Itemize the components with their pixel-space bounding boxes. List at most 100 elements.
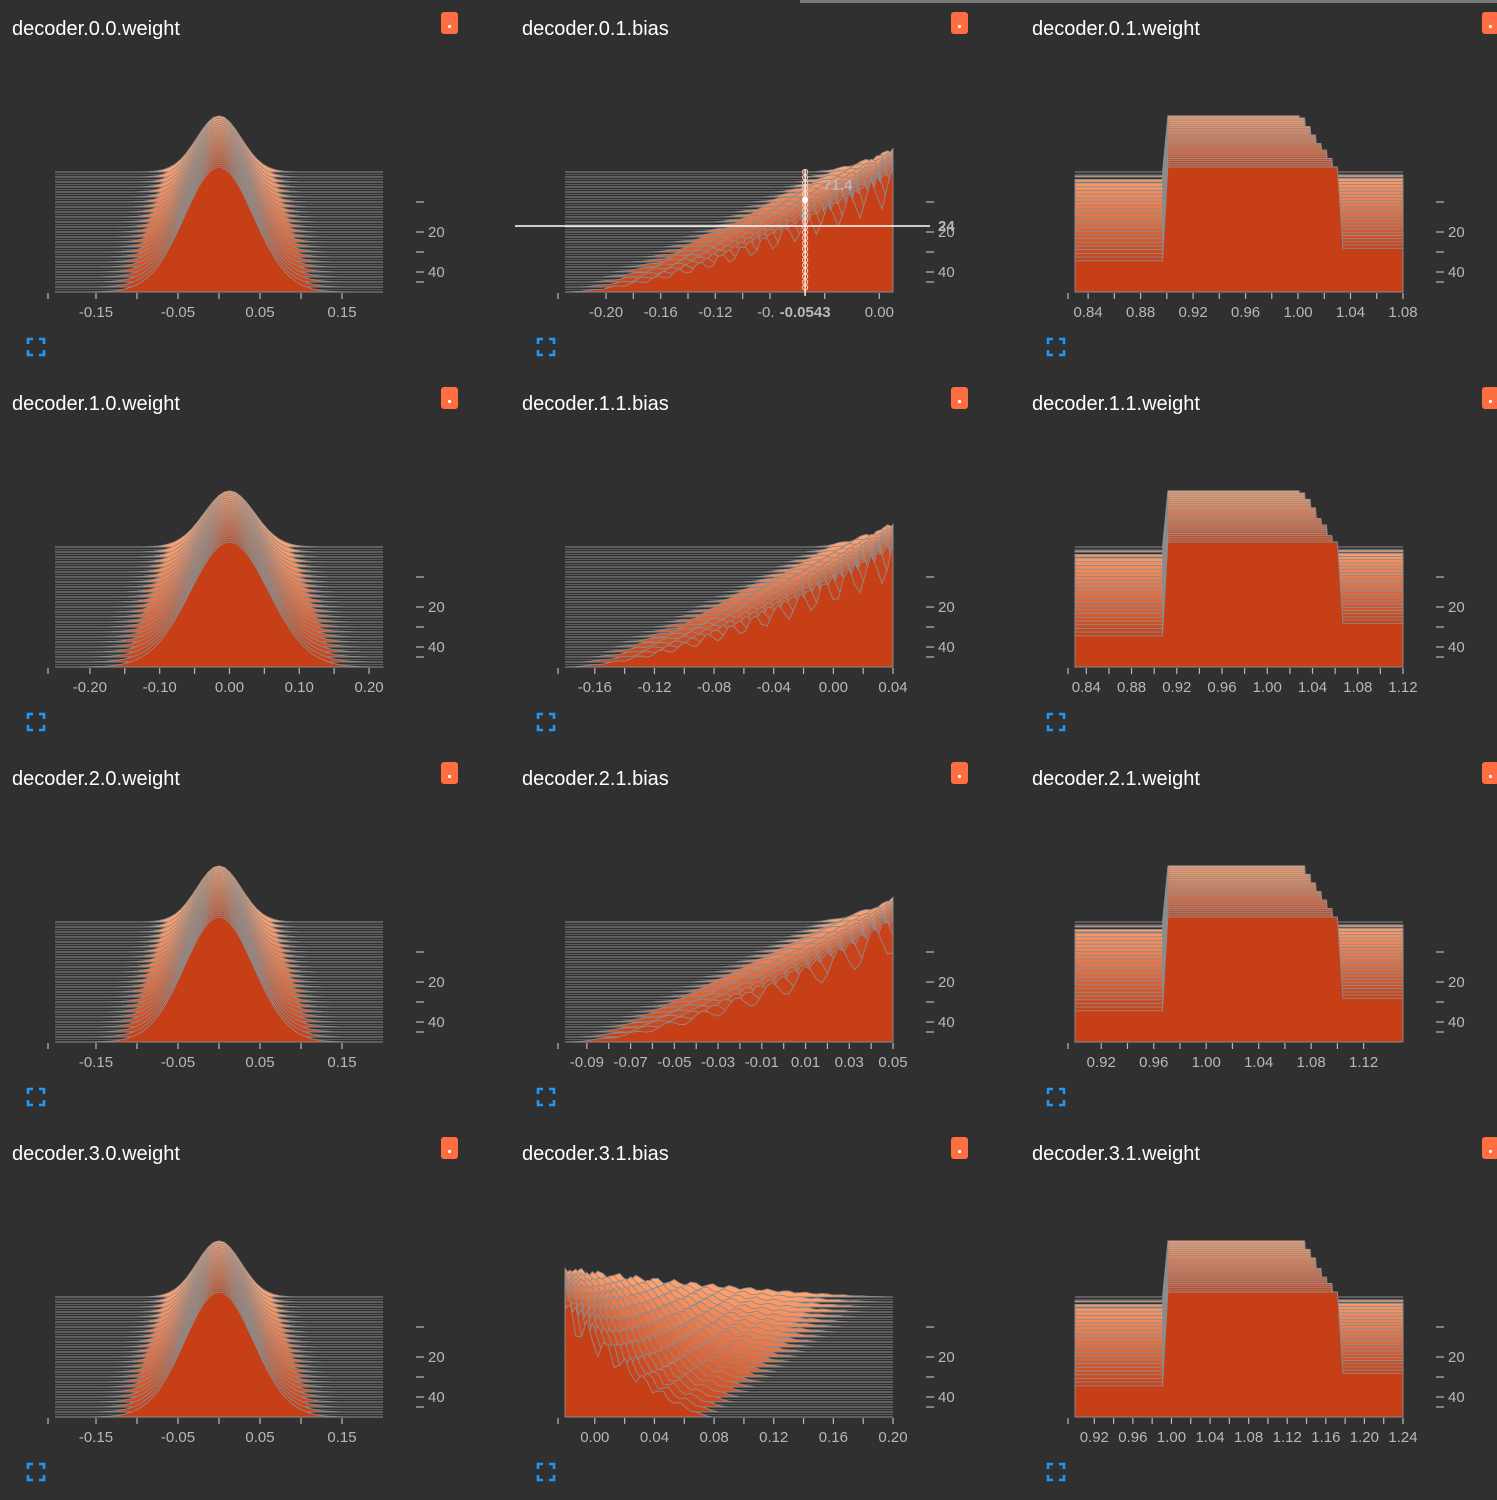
ridge-step	[564, 543, 894, 668]
top-progress-line	[800, 0, 1497, 3]
ridge-step	[1074, 166, 1404, 293]
card-title: decoder.2.1.weight	[1032, 768, 1200, 790]
x-tick-label: 1.08	[1297, 1054, 1326, 1071]
x-tick-label: 1.12	[1273, 1429, 1302, 1446]
histogram-card: decoder.0.1.bias -0.20 -0.16 -0.12 -0.0 0.00 2…	[510, 0, 1020, 375]
fullscreen-icon[interactable]	[1046, 1462, 1066, 1482]
histogram-chart: -0.09 -0.07 -0.05 -0.03 -0.01 0.01 0.03 0.05204…	[557, 896, 955, 1071]
fullscreen-icon[interactable]	[26, 1462, 46, 1482]
x-tick-label: -0.15	[79, 304, 113, 321]
info-badge-icon[interactable]	[441, 762, 458, 784]
step-tick-label: 20	[1448, 599, 1465, 616]
x-axis: 0.84 0.88 0.92 0.96 1.00 1.04 1.08	[1067, 293, 1438, 321]
x-tick-label: 0.10	[285, 679, 314, 696]
x-tick-label: 1.16	[1311, 1429, 1340, 1446]
ridge-step	[565, 896, 894, 923]
info-badge-icon[interactable]	[951, 762, 968, 784]
x-tick-label: -0.05	[657, 1054, 691, 1071]
step-tick-label: 20	[938, 1349, 955, 1366]
tooltip-x: -0.0543	[780, 304, 831, 321]
step-tick-label: 20	[938, 224, 955, 241]
card-title: decoder.3.1.bias	[522, 1143, 669, 1165]
x-tick-label: -0.12	[637, 679, 671, 696]
card-title: decoder.3.1.weight	[1032, 1143, 1200, 1165]
step-tick-label: 40	[1448, 639, 1465, 656]
info-badge-icon[interactable]	[441, 12, 458, 34]
x-tick-label: 0.00	[819, 679, 848, 696]
x-tick-label: 1.12	[1349, 1054, 1378, 1071]
info-badge-icon[interactable]	[951, 387, 968, 409]
x-tick-label: 0.15	[327, 1429, 356, 1446]
step-tick-label: 20	[428, 224, 445, 241]
ridge-step	[55, 166, 383, 293]
x-tick-label: -0.07	[613, 1054, 647, 1071]
info-badge-icon[interactable]	[1482, 12, 1497, 34]
x-tick-label: 0.16	[819, 1429, 848, 1446]
x-tick-label: 0.12	[759, 1429, 788, 1446]
x-tick-label: 0.00	[580, 1429, 609, 1446]
info-badge-icon[interactable]	[1482, 1137, 1497, 1159]
step-tick-label: 20	[428, 599, 445, 616]
info-badge-icon[interactable]	[441, 387, 458, 409]
x-tick-label: 0.15	[327, 304, 356, 321]
histogram-card: decoder.3.1.bias 0.00 0.04 0.08 0.12 0.16 0.20…	[510, 1125, 1020, 1500]
ridge-step	[565, 524, 894, 548]
x-tick-label: 0.20	[878, 1429, 907, 1446]
ridge-series	[564, 147, 894, 293]
tooltip-step: 24	[938, 218, 955, 235]
x-tick-label: 0.05	[878, 1054, 907, 1071]
x-tick-label: 0.05	[245, 1429, 274, 1446]
x-tick-label: 0.92	[1178, 304, 1207, 321]
info-badge-icon[interactable]	[951, 1137, 968, 1159]
histogram-card: decoder.3.1.weight 0.92 0.96 1.00 1.04 1.08 1.…	[1020, 1125, 1497, 1500]
x-tick-label: 0.15	[327, 1054, 356, 1071]
x-axis: -0.15 -0.05 0.05 0.15	[47, 1418, 418, 1446]
step-tick-label: 20	[1448, 224, 1465, 241]
fullscreen-icon[interactable]	[536, 1087, 556, 1107]
fullscreen-icon[interactable]	[26, 712, 46, 732]
card-title: decoder.0.1.weight	[1032, 18, 1200, 40]
x-axis: -0.20 -0.10 0.00 0.10 0.20	[47, 668, 418, 696]
fullscreen-icon[interactable]	[26, 1087, 46, 1107]
x-axis: -0.09 -0.07 -0.05 -0.03 -0.01 0.01 0.03 0.05	[557, 1043, 928, 1071]
ridge-series	[1074, 115, 1404, 293]
x-tick-label: -0.12	[698, 304, 732, 321]
step-tick-label: 40	[938, 1014, 955, 1031]
x-tick-label: 0.05	[245, 304, 274, 321]
x-tick-label: 0.92	[1087, 1054, 1116, 1071]
x-tick-label: 0.00	[865, 304, 894, 321]
histogram-card: decoder.3.0.weight -0.15 -0.05 0.05 0.15 20 40	[0, 1125, 510, 1500]
x-tick-label: 0.05	[245, 1054, 274, 1071]
ridge-series	[564, 522, 894, 668]
fullscreen-icon[interactable]	[1046, 337, 1066, 357]
histogram-card: decoder.1.1.weight 0.84 0.88 0.92 0.96 1.00 1.…	[1020, 375, 1497, 750]
x-axis: -0.20 -0.16 -0.12 -0.0 0.00	[557, 293, 928, 321]
fullscreen-icon[interactable]	[536, 1462, 556, 1482]
ridge-step	[564, 167, 894, 293]
info-badge-icon[interactable]	[1482, 762, 1497, 784]
info-badge-icon[interactable]	[1482, 387, 1497, 409]
fullscreen-icon[interactable]	[1046, 712, 1066, 732]
x-tick-label: 1.08	[1388, 304, 1417, 321]
x-tick-label: 0.96	[1231, 304, 1260, 321]
fullscreen-icon[interactable]	[26, 337, 46, 357]
x-tick-label: 1.04	[1336, 304, 1365, 321]
fullscreen-icon[interactable]	[1046, 1087, 1066, 1107]
card-title: decoder.2.1.bias	[522, 768, 669, 790]
info-badge-icon[interactable]	[951, 12, 968, 34]
fullscreen-icon[interactable]	[536, 337, 556, 357]
card-title: decoder.0.1.bias	[522, 18, 669, 40]
x-tick-label: -0.05	[161, 1054, 195, 1071]
x-tick-label: 0.88	[1117, 679, 1146, 696]
info-badge-icon[interactable]	[441, 1137, 458, 1159]
step-tick-label: 20	[938, 599, 955, 616]
fullscreen-icon[interactable]	[536, 712, 556, 732]
